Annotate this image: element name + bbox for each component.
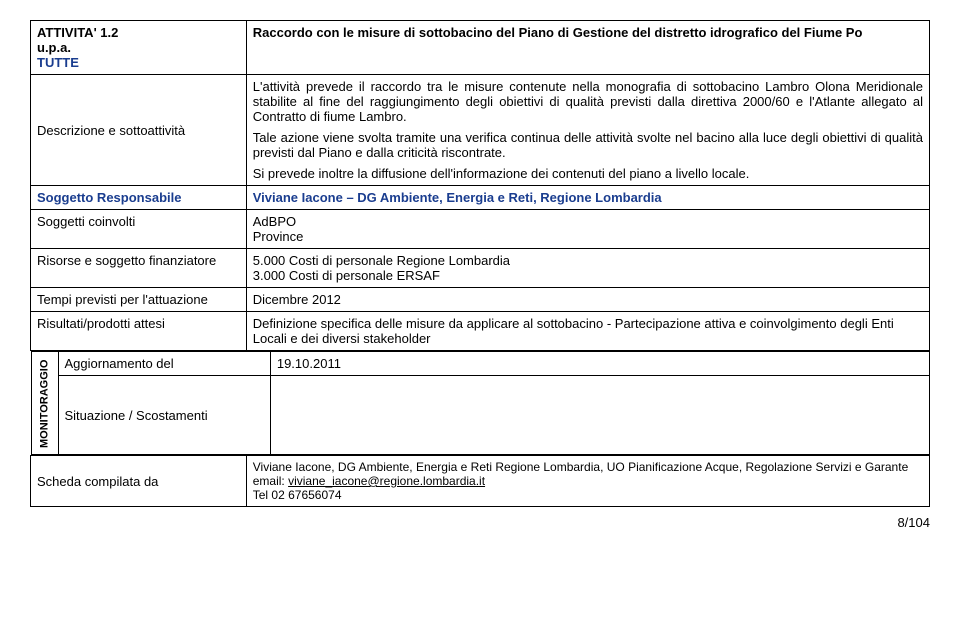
responsible-value: Viviane Iacone – DG Ambiente, Energia e …: [246, 186, 929, 210]
activity-table: ATTIVITA' 1.2 u.p.a. TUTTE Raccordo con …: [30, 20, 930, 507]
email-link[interactable]: viviane_iacone@regione.lombardia.it: [288, 474, 485, 488]
activity-title: Raccordo con le misure di sottobacino de…: [246, 21, 929, 75]
timing-value: Dicembre 2012: [246, 288, 929, 312]
resources-value: 5.000 Costi di personale Regione Lombard…: [246, 249, 929, 288]
responsible-label: Soggetto Responsabile: [31, 186, 247, 210]
header-row: ATTIVITA' 1.2 u.p.a. TUTTE Raccordo con …: [31, 21, 930, 75]
involved-value: AdBPO Province: [246, 210, 929, 249]
involved-v1: AdBPO: [253, 214, 923, 229]
header-left: ATTIVITA' 1.2 u.p.a. TUTTE: [31, 21, 247, 75]
resources-v2: 3.000 Costi di personale ERSAF: [253, 268, 923, 283]
compiled-line1: Viviane Iacone, DG Ambiente, Energia e R…: [253, 460, 909, 474]
involved-v2: Province: [253, 229, 923, 244]
results-value: Definizione specifica delle misure da ap…: [246, 312, 929, 351]
involved-label: Soggetti coinvolti: [31, 210, 247, 249]
update-value: 19.10.2011: [270, 352, 929, 376]
description-row: Descrizione e sottoattività L'attività p…: [31, 75, 930, 186]
update-label: Aggiornamento del: [58, 352, 270, 376]
resources-row: Risorse e soggetto finanziatore 5.000 Co…: [31, 249, 930, 288]
results-row: Risultati/prodotti attesi Definizione sp…: [31, 312, 930, 351]
desc-p3: Si prevede inoltre la diffusione dell'in…: [253, 166, 923, 181]
situation-label: Situazione / Scostamenti: [58, 376, 270, 455]
description-label: Descrizione e sottoattività: [31, 75, 247, 186]
resources-v1: 5.000 Costi di personale Regione Lombard…: [253, 253, 923, 268]
responsible-row: Soggetto Responsabile Viviane Iacone – D…: [31, 186, 930, 210]
involved-row: Soggetti coinvolti AdBPO Province: [31, 210, 930, 249]
compiled-by-label: Scheda compilata da: [31, 456, 247, 507]
page-number: 8/104: [30, 507, 930, 530]
desc-p1: L'attività prevede il raccordo tra le mi…: [253, 79, 923, 124]
results-label: Risultati/prodotti attesi: [31, 312, 247, 351]
upa-label: u.p.a.: [37, 40, 240, 55]
monitoring-vertical-label: MONITORAGGIO: [31, 352, 58, 455]
timing-label: Tempi previsti per l'attuazione: [31, 288, 247, 312]
timing-row: Tempi previsti per l'attuazione Dicembre…: [31, 288, 930, 312]
compiled-by-row: Scheda compilata da Viviane Iacone, DG A…: [31, 456, 930, 507]
compiled-by-value: Viviane Iacone, DG Ambiente, Energia e R…: [246, 456, 929, 507]
situation-value: [270, 376, 929, 455]
attivita-code: ATTIVITA' 1.2: [37, 25, 240, 40]
description-content: L'attività prevede il raccordo tra le mi…: [246, 75, 929, 186]
monitoring-row: MONITORAGGIO Aggiornamento del 19.10.201…: [31, 351, 930, 456]
telephone: Tel 02 67656074: [253, 488, 342, 502]
tutte-label: TUTTE: [37, 55, 240, 70]
resources-label: Risorse e soggetto finanziatore: [31, 249, 247, 288]
email-prefix: email:: [253, 474, 288, 488]
desc-p2: Tale azione viene svolta tramite una ver…: [253, 130, 923, 160]
monitoring-inner: MONITORAGGIO Aggiornamento del 19.10.201…: [31, 351, 930, 455]
